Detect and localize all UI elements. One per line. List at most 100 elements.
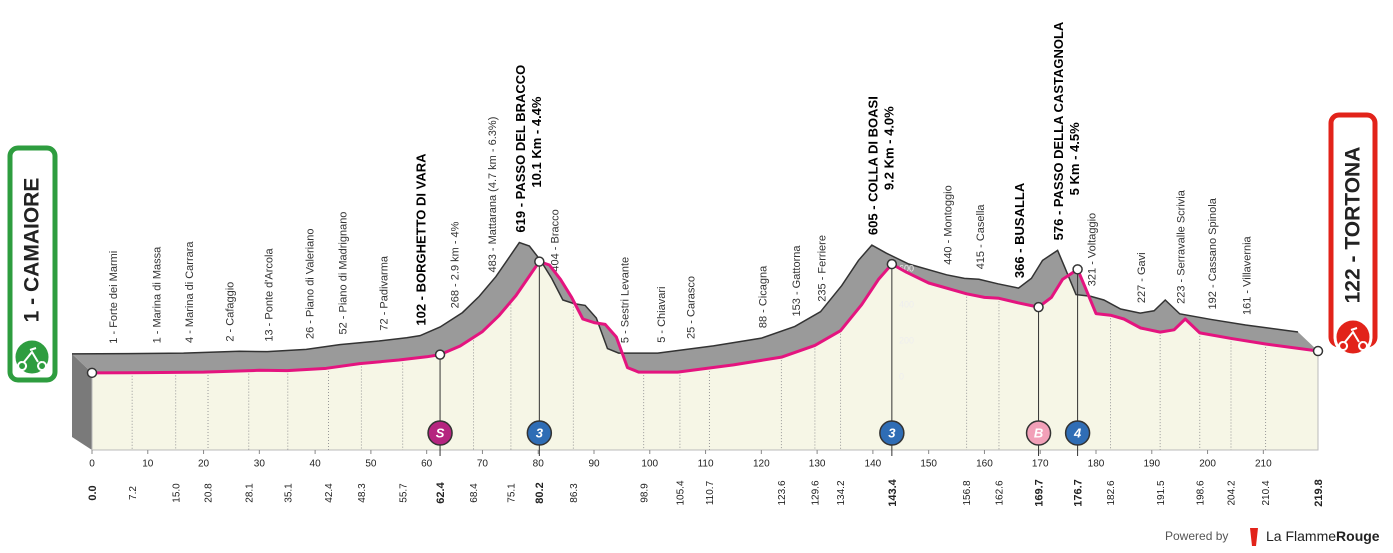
km-label: 110.7: [705, 480, 716, 505]
start-box: [7, 145, 58, 383]
km-label: 20.8: [204, 483, 215, 503]
waypoint-name: 25 - Carasco: [685, 276, 697, 339]
badge: [879, 420, 905, 446]
waypoint-name: 13 - Ponte d'Arcola: [264, 248, 276, 342]
km-label: 156.8: [962, 480, 973, 505]
elevation-tick-label: 600: [899, 263, 914, 273]
km-label: 191.5: [1156, 480, 1167, 505]
km-label: 98.9: [639, 483, 650, 503]
km-label: 204.2: [1227, 480, 1238, 505]
waypoint-name: 440 - Montoggio: [943, 185, 955, 265]
profile-shade: [72, 242, 1318, 373]
waypoint-name: 483 - Mattarana (4.7 km - 6.3%): [487, 117, 499, 273]
start-icon: [12, 337, 52, 377]
waypoint-name: 1 - Marina di Massa: [152, 246, 164, 343]
km-tick-label: 60: [421, 459, 433, 470]
waypoint-name: 26 - Piano di Valeriano: [304, 229, 316, 339]
km-label: 105.4: [676, 480, 687, 505]
waypoint-name: 1 - Forte dei Marmi: [108, 251, 120, 344]
km-tick-label: 150: [920, 459, 937, 470]
point: [534, 256, 545, 267]
km-label: 48.3: [357, 483, 368, 503]
km-label: 42.4: [324, 483, 335, 503]
km-label: 210.4: [1261, 480, 1272, 505]
badge-text: 4: [1073, 425, 1082, 440]
km-label: 28.1: [244, 483, 255, 503]
finish-icon: [1333, 317, 1373, 357]
point: [886, 258, 898, 270]
waypoint-name: 153 - Gattorna: [791, 245, 803, 317]
km-tick-label: 110: [698, 459, 714, 470]
waypoint-name: 223 - Serravalle Scrivia: [1176, 189, 1188, 304]
waypoint-name: 5 - Chiavari: [656, 287, 668, 343]
km-label: 86.3: [569, 483, 580, 503]
badge: [1025, 420, 1052, 446]
km-tick-label: 20: [198, 459, 210, 470]
waypoint-name: 235 - Ferriere: [816, 235, 828, 302]
waypoint-name: 2 - Cafaggio: [225, 282, 237, 342]
km-label: 80.2: [534, 482, 546, 503]
km-label: 62.4: [435, 481, 447, 503]
finish-name: 122 - TORTONA: [1342, 147, 1365, 304]
waypoint-detail: 5 Km - 4.5%: [1067, 122, 1082, 195]
waypoint-name: 161 - Villavernia: [1241, 235, 1253, 315]
km-tick-label: 140: [865, 459, 882, 470]
point: [1072, 264, 1083, 275]
km-label: 143.4: [887, 478, 899, 506]
waypoint-name: 321 - Voltaggio: [1086, 213, 1098, 286]
point: [1312, 345, 1324, 357]
km-tick-label: 190: [1143, 459, 1160, 470]
start-name: 1 - CAMAIORE: [21, 178, 44, 323]
km-label: 15.0: [171, 483, 182, 503]
brand-part: Rouge: [1336, 528, 1380, 544]
km-tick-label: 70: [477, 459, 489, 470]
elevation-tick-label: 0: [899, 371, 904, 381]
waypoint-name: 605 - COLLA DI BOASI: [865, 96, 880, 235]
km-label: 169.7: [1033, 479, 1045, 507]
waypoint-name: 72 - Padivarma: [379, 255, 391, 330]
km-label: 55.7: [398, 483, 409, 503]
km-tick-label: 180: [1088, 459, 1105, 470]
brand-part: La Flamme: [1266, 528, 1336, 544]
km-label: 68.4: [469, 483, 480, 503]
km-label: 162.6: [995, 480, 1006, 505]
km-tick-label: 160: [976, 459, 993, 470]
elevation-tick-label: 200: [899, 335, 914, 345]
waypoint-name: 366 - BUSALLA: [1012, 182, 1027, 278]
waypoint-name: 576 - PASSO DELLA CASTAGNOLA: [1051, 21, 1066, 240]
waypoint-name: 102 - BORGHETTO DI VARA: [413, 153, 428, 326]
km-tick-label: 120: [753, 459, 770, 470]
km-label: 134.2: [836, 480, 847, 505]
km-tick-label: 130: [809, 459, 826, 470]
km-label: 7.2: [128, 486, 139, 500]
point: [434, 349, 446, 360]
badge: [1064, 420, 1091, 446]
point: [1033, 301, 1044, 313]
waypoint-name: 5 - Sestri Levante: [620, 257, 632, 343]
badge: [526, 420, 553, 446]
waypoint-name: 404 - Bracco: [549, 209, 561, 271]
km-tick-label: 10: [142, 459, 154, 470]
badge-text: 3: [888, 425, 896, 440]
km-tick-label: 0: [89, 459, 95, 470]
km-label: 182.6: [1106, 480, 1117, 505]
waypoint-name: 52 - Piano di Madrignano: [337, 212, 349, 335]
km-tick-label: 90: [588, 459, 600, 470]
km-label: 35.1: [283, 483, 294, 503]
badge-text: S: [436, 425, 445, 440]
waypoint-detail: 9.2 Km - 4.0%: [881, 106, 896, 190]
badge-text: 3: [536, 425, 544, 440]
profile-side: [72, 353, 92, 450]
elevation-tick-label: 400: [899, 299, 914, 309]
km-label: 75.1: [507, 483, 518, 503]
brand: La FlammeRouge: [1266, 528, 1380, 544]
cyclist: [1338, 327, 1369, 351]
waypoint-name: 227 - Gavi: [1136, 252, 1148, 303]
km-tick-label: 100: [641, 459, 658, 470]
km-label: 0.0: [87, 485, 99, 500]
waypoint-name: 415 - Casella: [975, 204, 987, 270]
point: [86, 367, 98, 379]
powered-by: Powered by: [1165, 529, 1228, 543]
badge: [427, 420, 453, 446]
